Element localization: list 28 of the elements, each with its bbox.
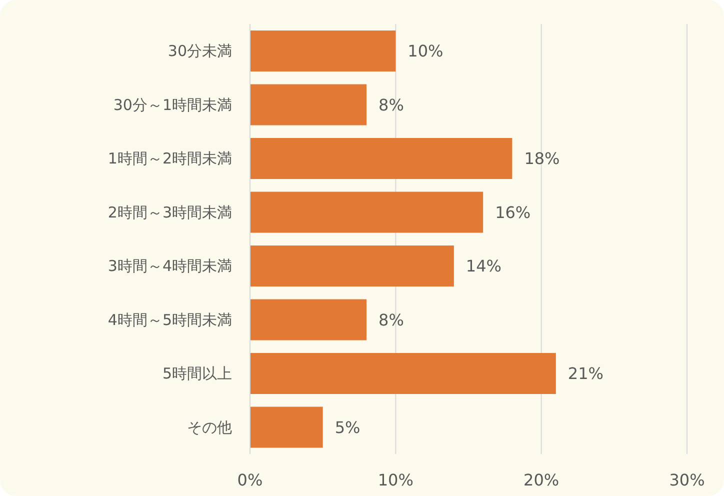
y-tick-label: 30分～1時間未満 [113, 96, 232, 114]
y-tick-label: その他 [187, 418, 232, 436]
bar [250, 406, 323, 448]
bar [250, 192, 484, 233]
data-label: 18% [524, 149, 560, 168]
data-label: 5% [334, 418, 360, 437]
data-label: 8% [378, 310, 404, 330]
y-tick-label: 4時間～5時間未満 [108, 310, 232, 329]
bar [250, 84, 367, 126]
y-tick-label: 2時間～3時間未満 [108, 203, 232, 222]
bar [250, 138, 512, 179]
data-label: 14% [466, 256, 502, 276]
data-label: 16% [495, 202, 531, 222]
bar [250, 299, 367, 340]
x-tick-label: 30% [669, 470, 705, 490]
bar [250, 352, 556, 394]
data-label: 8% [378, 95, 404, 114]
x-tick-label: 0% [237, 470, 263, 490]
y-tick-label: 1時間～2時間未満 [108, 150, 232, 168]
data-label: 10% [408, 42, 444, 61]
y-tick-label: 5時間以上 [162, 364, 232, 383]
bar [250, 245, 454, 286]
bar [250, 30, 396, 72]
x-tick-label: 10% [378, 470, 414, 490]
y-tick-label: 3時間～4時間未満 [108, 257, 232, 276]
x-tick-label: 20% [524, 470, 560, 490]
data-label: 21% [568, 364, 604, 384]
y-tick-label: 30分未満 [168, 42, 232, 60]
